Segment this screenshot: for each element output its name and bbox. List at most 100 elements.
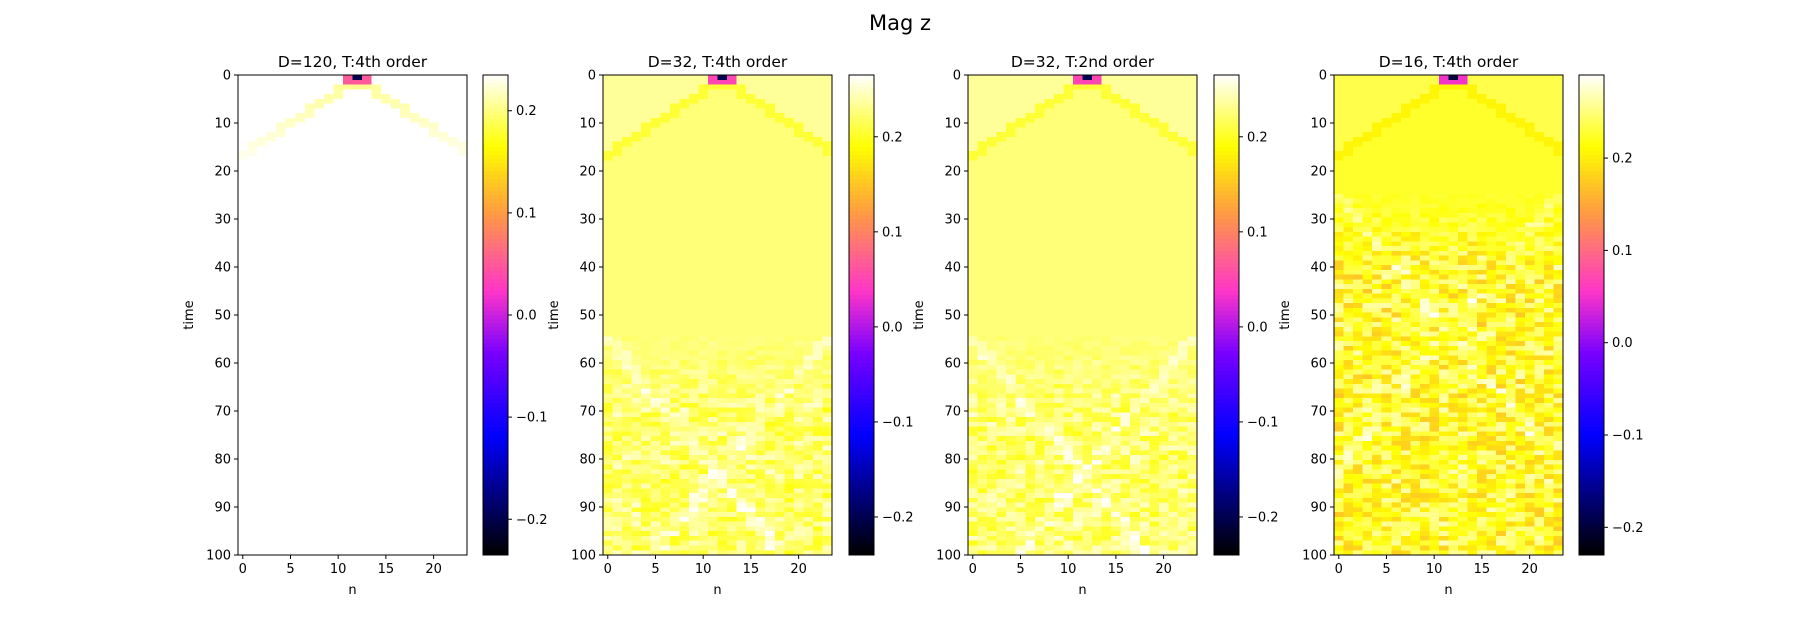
heatmap-cell — [295, 155, 306, 162]
heatmap-cell — [447, 113, 458, 119]
heatmap-cell — [650, 122, 661, 128]
heatmap-cell — [400, 184, 411, 190]
heatmap-cell — [803, 545, 814, 551]
heatmap-cell — [266, 336, 277, 342]
heatmap-cell — [257, 531, 268, 537]
heatmap-cell — [447, 398, 458, 404]
heatmap-cell — [650, 455, 661, 461]
heatmap-cell — [803, 165, 814, 171]
heatmap-cell — [257, 507, 268, 513]
heatmap-cell — [679, 279, 690, 285]
heatmap-cell — [333, 455, 344, 461]
heatmap-cell — [323, 521, 334, 527]
heatmap-cell — [362, 79, 373, 85]
heatmap-cell — [266, 540, 277, 546]
heatmap-cell — [381, 393, 392, 399]
heatmap-cell — [717, 189, 728, 195]
heatmap-cell — [793, 336, 804, 342]
heatmap-cell — [371, 298, 382, 304]
heatmap-cell — [622, 326, 633, 333]
heatmap-cell — [238, 284, 249, 290]
heatmap-cell — [622, 450, 633, 456]
heatmap-cell — [812, 193, 823, 200]
heatmap-cell — [400, 212, 411, 219]
heatmap-cell — [295, 303, 306, 309]
heatmap-cell — [276, 151, 287, 157]
heatmap-cell — [822, 341, 833, 347]
heatmap-cell — [352, 79, 363, 85]
heatmap-cell — [428, 345, 439, 352]
heatmap-cell — [698, 535, 709, 542]
heatmap-cell — [822, 222, 833, 228]
heatmap-cell — [362, 336, 373, 342]
heatmap-cell — [746, 127, 757, 133]
heatmap-cell — [755, 155, 766, 162]
heatmap-cell — [400, 426, 411, 432]
heatmap-cell — [669, 293, 680, 299]
heatmap-cell — [238, 231, 249, 238]
heatmap-cell — [295, 103, 306, 109]
heatmap-cell — [428, 127, 439, 133]
colorbar-segment — [483, 115, 508, 120]
heatmap-cell — [746, 516, 757, 523]
heatmap-cell — [727, 535, 738, 542]
heatmap-cell — [390, 421, 401, 428]
heatmap-cell — [285, 98, 296, 105]
heatmap-cell — [438, 464, 449, 470]
heatmap-cell — [266, 402, 277, 409]
heatmap-cell — [247, 535, 258, 542]
heatmap-cell — [409, 117, 420, 124]
heatmap-cell — [381, 350, 392, 356]
heatmap-cell — [698, 364, 709, 371]
heatmap-cell — [650, 84, 661, 90]
heatmap-cell — [371, 464, 382, 470]
heatmap-cell — [669, 217, 680, 223]
heatmap-cell — [698, 431, 709, 437]
heatmap-cell — [755, 516, 766, 523]
heatmap-cell — [419, 75, 430, 81]
heatmap-cell — [447, 274, 458, 280]
heatmap-cell — [314, 379, 325, 385]
heatmap-cell — [707, 113, 718, 119]
heatmap-cell — [266, 322, 277, 328]
heatmap-cell — [285, 388, 296, 394]
heatmap-cell — [765, 535, 776, 542]
heatmap-cell — [746, 94, 757, 100]
heatmap-cell — [622, 312, 633, 318]
heatmap-cell — [390, 231, 401, 238]
heatmap-cell — [622, 84, 633, 90]
heatmap-cell — [342, 322, 353, 328]
heatmap-cell — [285, 165, 296, 171]
heatmap-cell — [438, 412, 449, 418]
heatmap-cell — [631, 255, 642, 261]
heatmap-cell — [603, 545, 614, 551]
heatmap-cell — [438, 512, 449, 518]
heatmap-cell — [295, 322, 306, 328]
heatmap-cell — [342, 507, 353, 513]
heatmap-cell — [650, 336, 661, 342]
heatmap-cell — [257, 165, 268, 171]
heatmap-cell — [295, 545, 306, 551]
heatmap-cell — [707, 84, 718, 90]
heatmap-cell — [679, 208, 690, 214]
heatmap-cell — [295, 450, 306, 456]
heatmap-cell — [352, 545, 363, 551]
heatmap-cell — [679, 322, 690, 328]
heatmap-cell — [765, 493, 776, 499]
heatmap-cell — [812, 165, 823, 171]
heatmap-cell — [400, 189, 411, 195]
heatmap-cell — [295, 379, 306, 385]
heatmap-cell — [400, 117, 411, 124]
heatmap-cell — [650, 98, 661, 105]
heatmap-cell — [381, 265, 392, 271]
heatmap-cell — [774, 521, 785, 527]
heatmap-cell — [238, 312, 249, 318]
heatmap-cell — [438, 179, 449, 185]
heatmap-cell — [266, 464, 277, 470]
heatmap-cell — [428, 241, 439, 247]
heatmap-cell — [438, 227, 449, 233]
heatmap-cell — [352, 307, 363, 314]
heatmap-cell — [409, 212, 420, 219]
heatmap-cell — [803, 483, 814, 489]
heatmap-cell — [812, 312, 823, 318]
